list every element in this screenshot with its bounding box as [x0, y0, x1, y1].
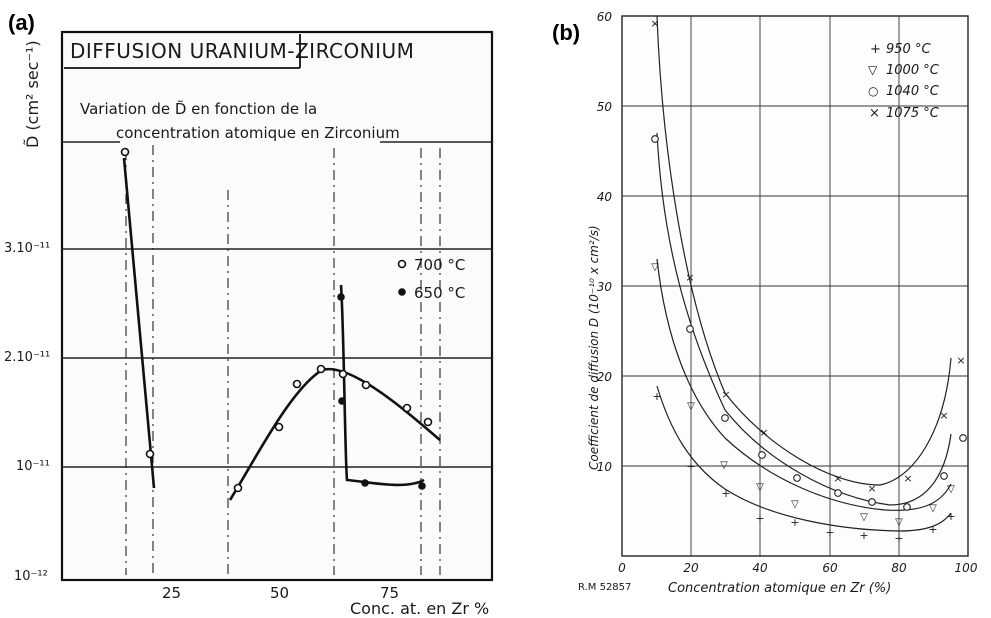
panel-a-point-700	[404, 405, 411, 412]
panel-b-point-950: +	[928, 523, 937, 536]
panel-a-point-700	[425, 419, 432, 426]
panel-a-point-700	[235, 485, 242, 492]
panel-b-point-950: +	[894, 532, 903, 545]
panel-a-point-700	[340, 371, 347, 378]
panel-b-point-950: +	[825, 526, 834, 539]
panel-b-point-950: +	[652, 390, 661, 403]
panel-b-point-1075: ×	[939, 409, 948, 422]
panel-b-point-950: +	[755, 512, 764, 525]
panel-b-xtick: 100	[955, 561, 978, 575]
panel-a-xtick: 25	[162, 584, 181, 602]
panel-a-point-700	[276, 424, 283, 431]
panel-a-ylabel: D̃ (cm² sec⁻¹)	[23, 40, 42, 148]
panel-b-point-1075: ×	[721, 388, 730, 401]
panel-b-ytick: 40	[597, 190, 613, 204]
panel-a-tag: (a)	[8, 10, 35, 35]
panel-b-point-950: +	[790, 516, 799, 529]
panel-b-point-1000: ▽	[756, 482, 764, 493]
panel-b-point-1040	[652, 136, 659, 143]
panel-b-ytick: 60	[597, 10, 613, 24]
panel-b-point-1040	[835, 490, 842, 497]
panel-b-legend-marker: +	[870, 42, 881, 57]
panel-b-point-1000: ▽	[791, 499, 799, 510]
panel-b-xtick: 20	[683, 561, 699, 575]
panel-b-point-1000: ▽	[929, 503, 937, 514]
panel-a-point-700	[147, 451, 154, 458]
panel-a: (a) DIFFUSION URANIUM-ZIRCONIUM Variatio…	[4, 10, 492, 618]
panel-b-point-1040	[869, 499, 876, 506]
panel-b-xtick: 40	[752, 561, 768, 575]
panel-a-point-700	[363, 382, 370, 389]
panel-b-point-1075: ×	[650, 17, 659, 30]
panel-b-point-1040	[960, 435, 967, 442]
panel-b-point-950: +	[946, 510, 955, 523]
panel-b-point-1040	[759, 452, 766, 459]
panel-a-xlabel: Conc. at. en Zr %	[350, 599, 489, 618]
panel-a-ytick: 2.10⁻¹¹	[4, 350, 50, 365]
panel-b-legend-marker: ×	[869, 106, 880, 121]
panel-b-point-1040	[794, 475, 801, 482]
panel-b-tag: (b)	[552, 20, 580, 45]
panel-a-title: DIFFUSION URANIUM-ZIRCONIUM	[70, 39, 414, 63]
panel-a-point-650	[338, 397, 346, 405]
panel-b-legend-marker: ○	[868, 84, 878, 98]
panel-a-point-650	[418, 482, 426, 490]
panel-a-subtitle-line1: Variation de D̃ en fonction de la	[80, 99, 317, 118]
panel-a-ytick: 10⁻¹¹	[16, 459, 50, 474]
panel-b-point-1040	[941, 473, 948, 480]
panel-b-point-1000: ▽	[860, 512, 868, 523]
panel-b-point-1040	[722, 415, 729, 422]
panel-a-legend-label: 700 °C	[414, 256, 465, 274]
panel-b-xlabel: Concentration atomique en Zr (%)	[668, 581, 891, 596]
panel-a-point-650	[337, 293, 345, 301]
panel-b-point-950: +	[859, 529, 868, 542]
panel-b-legend-label: 1000 °C	[886, 63, 940, 78]
panel-b-point-1075: ×	[956, 354, 965, 367]
panel-b-point-1075: ×	[903, 472, 912, 485]
panel-a-legend-marker-filled	[398, 288, 406, 296]
panel-a-point-700	[318, 366, 325, 373]
panel-b-point-1040	[687, 326, 694, 333]
panel-b-point-1000: ▽	[947, 484, 955, 495]
panel-b-point-1075: ×	[759, 426, 768, 439]
panel-b-legend-label: 1040 °C	[886, 84, 940, 99]
panel-b-legend-label: 950 °C	[886, 42, 931, 57]
panel-b-point-1000: ▽	[651, 262, 659, 273]
panel-a-point-650	[361, 479, 369, 487]
panel-b-xtick: 80	[891, 561, 907, 575]
panel-a-subtitle-line2: concentration atomique en Zirconium	[116, 124, 400, 142]
panel-b-point-1040	[904, 504, 911, 511]
panel-b-point-950: +	[686, 460, 695, 473]
panel-b-point-1075: ×	[685, 271, 694, 284]
panel-b-legend-marker: ▽	[868, 63, 878, 77]
panel-b-xtick: 0	[618, 561, 626, 575]
panel-b-point-1075: ×	[833, 472, 842, 485]
panel-b-ylabel: Coefficient de diffusion D (10⁻¹⁰ x cm²/…	[587, 225, 601, 470]
panel-a-legend-label: 650 °C	[414, 284, 465, 302]
panel-b-point-1000: ▽	[687, 401, 695, 412]
panel-b-legend-label: 1075 °C	[886, 106, 940, 121]
panel-a-ytick: 3.10⁻¹¹	[4, 241, 50, 256]
panel-b-point-1000: ▽	[720, 460, 728, 471]
panel-b: (b) 10 20 30 40 50 60 0 20 40 60 80 100 …	[552, 10, 978, 596]
panel-b-point-1000: ▽	[895, 517, 903, 528]
panel-a-ytick: 10⁻¹²	[14, 569, 48, 584]
panel-a-legend-marker-open	[399, 261, 406, 268]
panel-b-point-950: +	[721, 487, 730, 500]
panel-b-point-1075: ×	[867, 482, 876, 495]
panel-b-corner-note: R.M 52857	[578, 582, 631, 593]
panel-a-xtick: 50	[270, 584, 289, 602]
panel-b-xtick: 60	[822, 561, 838, 575]
panel-b-ytick: 50	[597, 100, 613, 114]
panel-a-point-700	[122, 149, 129, 156]
panel-a-point-700	[294, 381, 301, 388]
